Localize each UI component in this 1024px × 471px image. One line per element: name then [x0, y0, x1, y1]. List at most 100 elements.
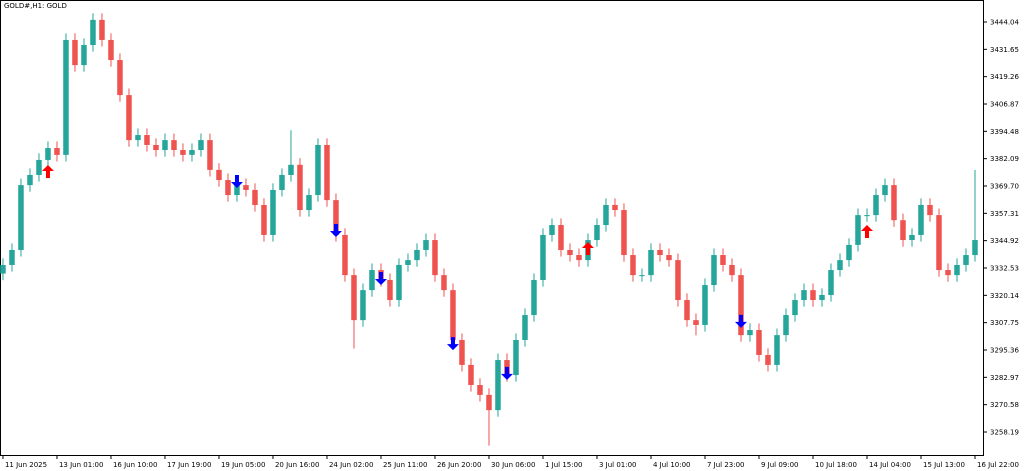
x-tick-label: 20 Jun 16:00 [275, 461, 319, 469]
candle-body [684, 300, 690, 321]
candle-body [468, 364, 474, 385]
candle-body [648, 249, 654, 276]
candle-body [909, 234, 915, 241]
x-tick-label: 14 Jul 04:00 [869, 461, 911, 469]
candle-body [369, 270, 375, 291]
candle-body [9, 249, 15, 265]
candle-body [927, 204, 933, 216]
candle-body [36, 159, 42, 175]
candle-body [828, 270, 834, 295]
candle-body [783, 315, 789, 336]
candle-body [567, 249, 573, 256]
candle-body [720, 255, 726, 265]
sell-arrow [230, 174, 243, 188]
y-tick-label: 3270.58 [990, 401, 1019, 409]
candle-body [819, 294, 825, 301]
candle-body [801, 290, 807, 301]
y-tick-label: 3431.65 [990, 46, 1019, 54]
candle-body [81, 45, 87, 66]
candle-body [945, 270, 951, 276]
candle-body [711, 255, 717, 286]
candle-body [657, 249, 663, 256]
candle-body [522, 315, 528, 340]
candle-body [423, 240, 429, 250]
candle-body [639, 275, 645, 277]
y-tick-label: 3258.19 [990, 428, 1019, 436]
candle-body [432, 240, 438, 276]
y-tick-label: 3307.75 [990, 319, 1019, 327]
candle-body [405, 260, 411, 265]
x-tick-label: 7 Jul 23:00 [707, 461, 745, 469]
candle-body [675, 260, 681, 301]
buy-arrow [860, 225, 873, 239]
candle-body [162, 140, 168, 151]
candle-body [855, 215, 861, 245]
candle-body [603, 204, 609, 226]
candle-body [117, 60, 123, 96]
candle-body [207, 140, 213, 170]
candle-body [180, 150, 186, 155]
candle-body [693, 320, 699, 325]
candle-body [864, 215, 870, 217]
x-tick-label: 10 Jul 18:00 [815, 461, 857, 469]
x-tick-label: 3 Jul 01:00 [599, 461, 637, 469]
buy-arrow [41, 165, 54, 179]
x-tick-label: 26 Jun 20:00 [437, 461, 481, 469]
candle-body [288, 164, 294, 175]
candle-body [0, 264, 6, 274]
x-tick-label: 1 Jul 15:00 [545, 461, 583, 469]
candle-body [729, 264, 735, 276]
y-tick-label: 3332.53 [990, 264, 1019, 272]
x-tick-label: 30 Jun 06:00 [491, 461, 535, 469]
plot-frame [0, 0, 984, 456]
candle-body [396, 264, 402, 301]
candle-body [846, 244, 852, 261]
candle-body [126, 95, 132, 141]
candle-body [315, 144, 321, 196]
candle-body [486, 394, 492, 411]
x-tick-label: 19 Jun 05:00 [221, 461, 265, 469]
x-tick-label: 17 Jun 19:00 [167, 461, 211, 469]
sell-arrow [734, 314, 747, 328]
candle-body [594, 225, 600, 241]
candle-body [243, 185, 249, 190]
candle-body [324, 144, 330, 201]
x-tick-label: 4 Jul 10:00 [653, 461, 691, 469]
x-tick-label: 15 Jul 13:00 [923, 461, 965, 469]
candle-body [225, 180, 231, 196]
x-tick-label: 13 Jun 01:00 [59, 461, 103, 469]
candle-body [747, 330, 753, 336]
x-tick-label: 25 Jun 11:00 [383, 461, 427, 469]
candle-body [540, 234, 546, 280]
candle-body [513, 339, 519, 376]
candle-body [459, 339, 465, 365]
candle-body [108, 39, 114, 61]
candle-body [765, 354, 771, 365]
candle-body [144, 135, 150, 145]
candle-body [963, 255, 969, 265]
candle-body [261, 204, 267, 235]
candle-body [333, 200, 339, 235]
candle-body [198, 140, 204, 151]
candle-body [549, 225, 555, 235]
candle-body [63, 39, 69, 155]
chart-title: GOLD#,H1: GOLD [4, 2, 67, 10]
candle-body [99, 19, 105, 40]
y-tick-label: 3320.14 [990, 292, 1019, 300]
candle-body [234, 185, 240, 196]
candle-body [360, 290, 366, 321]
candle-body [576, 255, 582, 261]
candle-body [441, 275, 447, 291]
candle-body [954, 264, 960, 276]
y-tick-label: 3295.36 [990, 346, 1019, 354]
candle-body [756, 330, 762, 355]
candle-body [297, 164, 303, 211]
y-tick-label: 3406.87 [990, 100, 1019, 108]
y-tick-label: 3282.97 [990, 374, 1019, 382]
candle-body [270, 189, 276, 235]
y-tick-label: 3357.31 [990, 210, 1019, 218]
candle-body [135, 135, 141, 141]
candle-body [936, 215, 942, 271]
y-tick-label: 3382.09 [990, 155, 1019, 163]
candle-body [477, 384, 483, 395]
